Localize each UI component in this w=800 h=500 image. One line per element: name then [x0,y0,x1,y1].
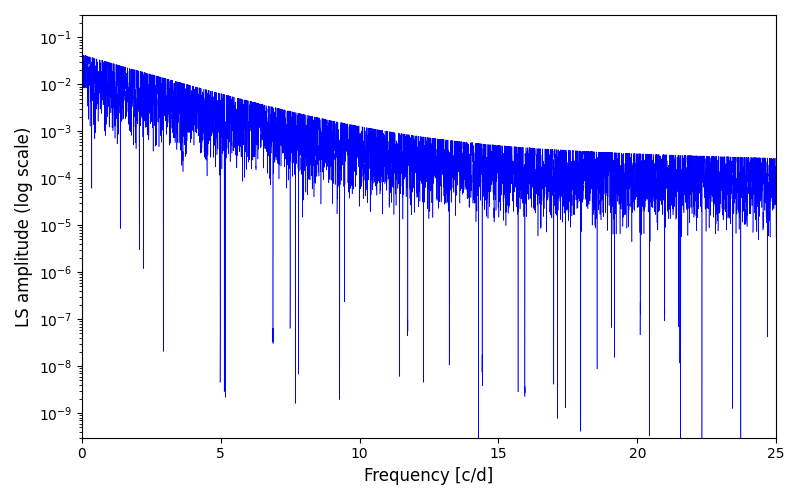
X-axis label: Frequency [c/d]: Frequency [c/d] [364,467,494,485]
Y-axis label: LS amplitude (log scale): LS amplitude (log scale) [15,126,33,326]
